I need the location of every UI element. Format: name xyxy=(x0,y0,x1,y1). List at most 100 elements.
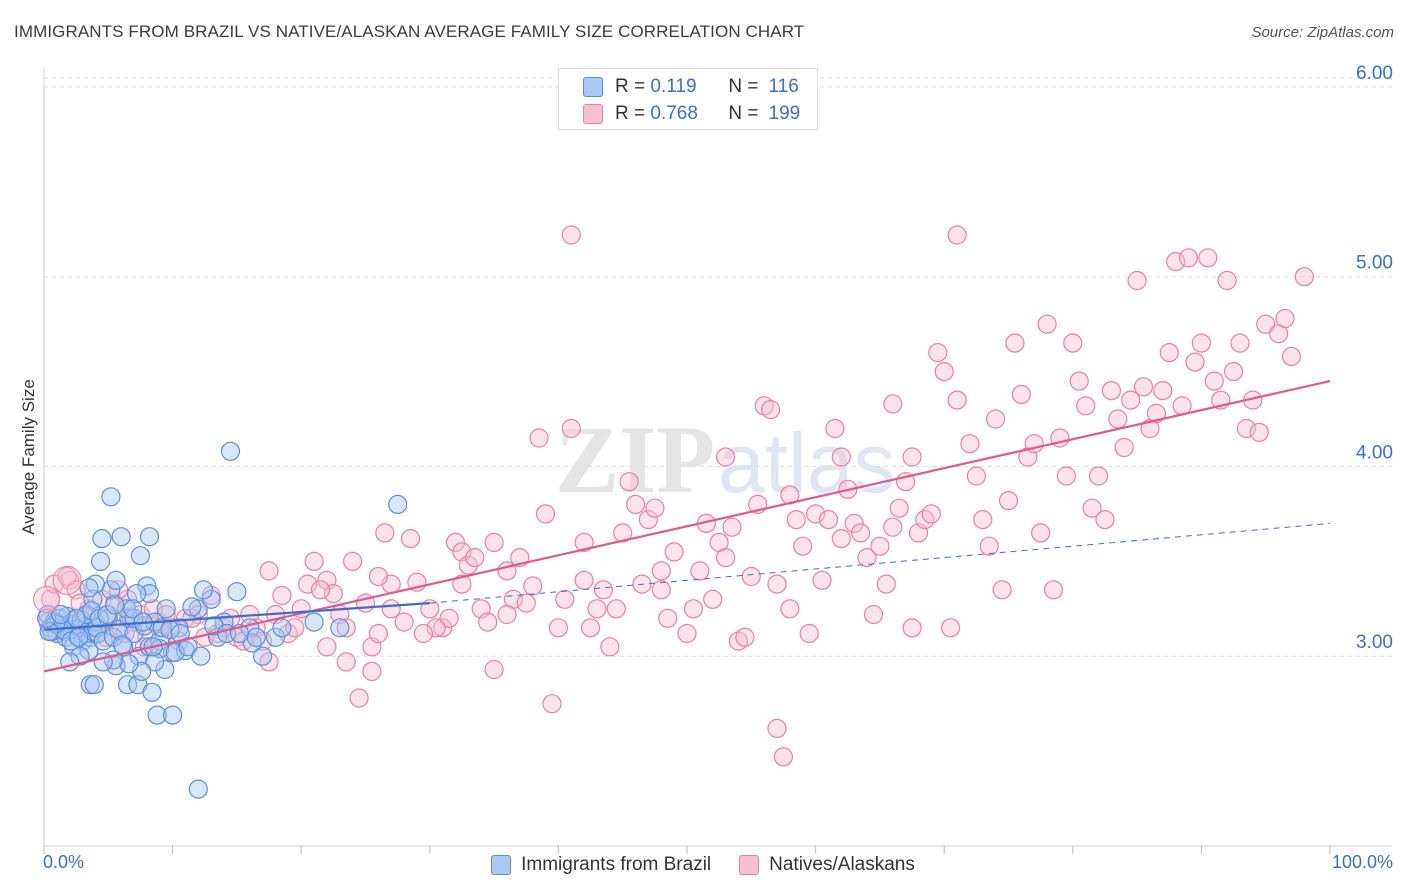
point-natives xyxy=(317,637,337,657)
point-natives xyxy=(889,498,909,518)
bottom-legend-swatch-natives xyxy=(739,855,760,875)
point-natives xyxy=(799,623,819,644)
y-tick-label: 6.00 xyxy=(1356,63,1393,84)
y-tick-label: 3.00 xyxy=(1356,632,1393,653)
point-natives xyxy=(516,593,536,613)
legend-n-label: N = xyxy=(728,76,759,97)
point-natives xyxy=(413,623,433,644)
y-tick-label: 5.00 xyxy=(1356,253,1393,274)
point-natives xyxy=(1082,498,1102,518)
point-brazil xyxy=(304,612,324,632)
point-natives xyxy=(1249,422,1269,442)
point-natives xyxy=(1063,333,1083,353)
point-brazil xyxy=(70,646,90,666)
point-natives xyxy=(1069,371,1089,391)
point-natives xyxy=(850,523,871,543)
point-brazil xyxy=(60,652,80,672)
bottom-legend-swatch-brazil xyxy=(491,855,512,875)
point-brazil xyxy=(188,779,208,799)
point-natives xyxy=(767,718,787,739)
trendline-natives xyxy=(43,380,1331,673)
point-natives xyxy=(831,528,851,549)
point-natives xyxy=(1121,390,1141,410)
point-natives xyxy=(439,608,459,628)
point-brazil xyxy=(36,608,57,628)
point-brazil xyxy=(79,578,99,598)
bottom-legend-item-brazil[interactable]: Immigrants from Brazil xyxy=(491,854,711,876)
point-brazil xyxy=(147,705,167,725)
point-natives xyxy=(1256,314,1276,334)
point-natives xyxy=(960,434,980,454)
point-natives xyxy=(555,589,575,609)
point-brazil xyxy=(93,631,113,651)
legend-n-value-natives: 199 xyxy=(768,103,801,124)
point-brazil xyxy=(130,546,150,566)
watermark-atlas: atlas xyxy=(718,416,895,510)
point-brazil xyxy=(145,652,165,672)
point-natives xyxy=(368,623,388,644)
point-natives xyxy=(979,536,999,556)
point-natives xyxy=(825,418,845,439)
point-natives xyxy=(574,532,594,553)
point-natives xyxy=(381,599,401,619)
point-natives xyxy=(863,604,884,625)
axes-layer: Average Family Size 3.00 4.00 5.00 6.00 xyxy=(19,63,1393,854)
point-natives xyxy=(1153,381,1173,401)
point-natives xyxy=(458,555,478,575)
point-natives xyxy=(600,637,620,657)
point-natives xyxy=(1114,437,1134,458)
point-natives xyxy=(1204,371,1224,391)
point-natives xyxy=(902,618,922,638)
point-natives xyxy=(349,688,369,708)
point-natives xyxy=(1127,270,1147,291)
point-natives xyxy=(928,343,948,363)
bottom-legend-label-natives: Natives/Alaskans xyxy=(769,854,915,875)
point-natives xyxy=(1037,314,1057,334)
point-natives xyxy=(793,536,813,556)
point-brazil xyxy=(152,618,172,638)
point-natives xyxy=(883,517,903,537)
point-natives xyxy=(876,574,896,594)
point-natives xyxy=(394,612,414,632)
point-natives xyxy=(902,447,922,467)
point-natives xyxy=(478,612,498,632)
point-natives xyxy=(934,362,954,382)
trendline-brazil xyxy=(43,602,430,631)
point-brazil xyxy=(127,583,147,604)
point-natives xyxy=(368,566,388,587)
legend-row-brazil: R = 0.119 N = 116 xyxy=(583,74,799,100)
bottom-legend: Immigrants from Brazil Natives/Alaskans xyxy=(0,852,1406,878)
point-natives xyxy=(844,513,864,534)
point-natives xyxy=(1230,333,1250,353)
bottom-legend-item-natives[interactable]: Natives/Alaskans xyxy=(739,854,915,876)
points-layer xyxy=(33,225,1314,799)
point-brazil xyxy=(101,487,121,507)
point-natives xyxy=(310,580,331,600)
point-brazil xyxy=(272,618,292,638)
point-natives xyxy=(992,580,1012,600)
point-natives xyxy=(1076,396,1096,416)
point-brazil xyxy=(193,580,214,600)
point-natives xyxy=(973,509,993,530)
point-natives xyxy=(587,599,607,619)
point-natives xyxy=(715,547,736,568)
point-natives xyxy=(1275,308,1295,329)
point-natives xyxy=(1011,384,1032,404)
point-natives xyxy=(57,566,77,587)
point-natives xyxy=(1281,346,1302,366)
point-natives xyxy=(985,409,1006,429)
point-natives xyxy=(426,618,446,638)
point-natives xyxy=(1223,362,1244,382)
point-brazil xyxy=(227,582,247,602)
point-brazil xyxy=(81,601,102,621)
point-brazil xyxy=(182,597,202,617)
point-natives xyxy=(966,466,987,486)
point-natives xyxy=(658,608,678,628)
trend-layer xyxy=(43,380,1331,673)
point-brazil xyxy=(123,599,143,619)
point-natives xyxy=(33,585,61,613)
legend-r-value-brazil: 0.119 xyxy=(650,76,697,97)
y-tick-label: 4.00 xyxy=(1356,442,1393,463)
point-natives xyxy=(1198,248,1218,268)
point-natives xyxy=(1101,381,1122,401)
